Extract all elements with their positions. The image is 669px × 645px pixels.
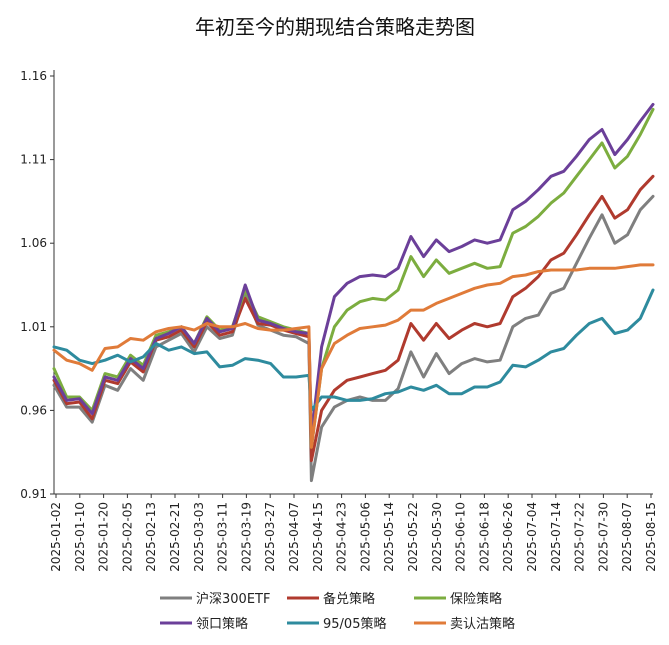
series-line-5 [52,288,655,412]
y-tick-label: 1.01 [20,320,47,334]
x-tick-label: 2025-02-13 [144,502,158,572]
legend-label: 95/05策略 [323,616,386,632]
x-tick-label: 2025-03-11 [216,502,230,572]
x-tick-label: 2025-06-18 [477,502,491,572]
legend-label: 领口策略 [196,616,248,632]
x-tick-label: 2025-01-10 [73,502,87,572]
x-tick-label: 2025-03-03 [192,502,206,572]
x-tick-label: 2025-01-20 [97,502,111,572]
y-tick-label: 0.91 [20,487,47,501]
x-tick-label: 2025-08-15 [644,502,658,572]
x-tick-label: 2025-06-26 [501,502,515,572]
x-tick-label: 2025-02-05 [120,502,134,572]
legend-label: 沪深300ETF [196,591,270,607]
legend-label: 保险策略 [450,591,502,607]
x-tick-label: 2025-07-14 [549,502,563,572]
x-tick-label: 2025-08-07 [620,502,634,572]
plot-area: 0.91 0.96 1.01 1.06 1.11 1.16 2025-01-02 2025-0… [20,69,658,572]
x-tick-label: 2025-07-30 [596,502,610,572]
legend-label: 备兑策略 [323,591,375,607]
x-tick-label: 2025-03-27 [263,502,277,572]
x-tick-label: 2025-07-04 [525,502,539,572]
x-tick-label: 2025-07-22 [573,502,587,572]
y-tick-label: 1.06 [20,236,47,250]
series-line-6 [52,263,655,449]
series-line-3 [52,107,655,449]
y-tick-label: 1.11 [20,153,47,167]
x-tick-label: 2025-03-19 [239,502,253,572]
series-line-4 [52,102,655,439]
x-tick-label: 2025-05-22 [406,502,420,572]
x-tick-label: 2025-06-10 [454,502,468,572]
x-tick-label: 2025-01-02 [49,502,63,572]
x-tick-label: 2025-05-30 [430,502,444,572]
chart-title: 年初至今的期现结合策略走势图 [195,15,475,39]
x-tick-label: 2025-04-15 [311,502,325,572]
x-tick-label: 2025-05-14 [382,502,396,572]
series-line-2 [52,174,655,463]
x-tick-label: 2025-04-23 [335,502,349,572]
legend-label: 卖认沽策略 [450,616,515,632]
x-tick-label: 2025-04-07 [287,502,301,572]
y-tick-label: 0.96 [20,403,47,417]
x-tick-label: 2025-02-21 [168,502,182,572]
x-tick-label: 2025-05-06 [358,502,372,572]
y-tick-label: 1.16 [20,69,47,83]
